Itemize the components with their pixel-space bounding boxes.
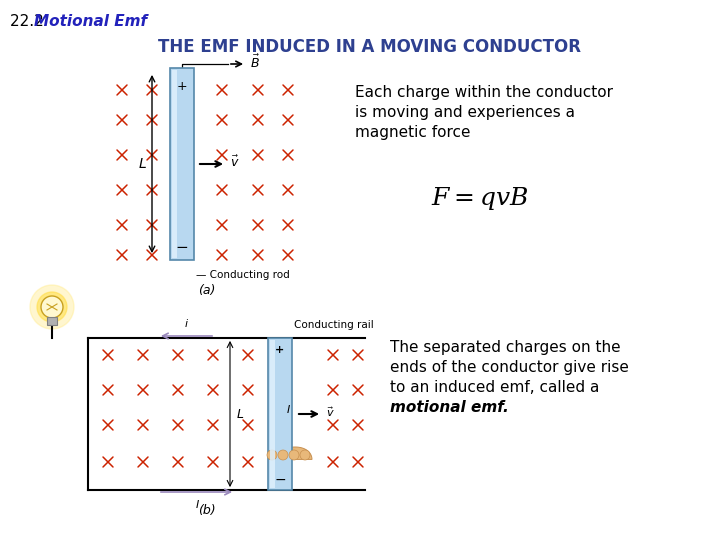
Circle shape — [30, 285, 74, 329]
Text: $i$: $i$ — [184, 317, 189, 329]
Circle shape — [41, 296, 63, 318]
Circle shape — [289, 450, 299, 460]
Text: $\vec{B}$: $\vec{B}$ — [250, 53, 260, 71]
Text: $-$: $-$ — [176, 239, 189, 253]
Text: Each charge within the conductor: Each charge within the conductor — [355, 85, 613, 100]
Circle shape — [37, 292, 67, 322]
Text: Conducting rail: Conducting rail — [294, 320, 374, 330]
Bar — [172, 70, 177, 258]
Text: $I$: $I$ — [286, 403, 291, 415]
Text: THE EMF INDUCED IN A MOVING CONDUCTOR: THE EMF INDUCED IN A MOVING CONDUCTOR — [158, 38, 582, 56]
Text: is moving and experiences a: is moving and experiences a — [355, 105, 575, 120]
Bar — [170, 68, 194, 260]
Bar — [47, 317, 57, 325]
Text: $F = qvB$: $F = qvB$ — [431, 185, 528, 212]
Text: ends of the conductor give rise: ends of the conductor give rise — [390, 360, 629, 375]
Text: (b): (b) — [198, 504, 215, 517]
Bar — [270, 340, 275, 488]
Text: — Conducting rod: — Conducting rod — [196, 270, 289, 280]
Circle shape — [267, 450, 277, 460]
Text: 22.2: 22.2 — [10, 14, 49, 29]
Text: The separated charges on the: The separated charges on the — [390, 340, 621, 355]
Text: $L$: $L$ — [236, 408, 244, 421]
Text: motional emf.: motional emf. — [390, 400, 509, 415]
Circle shape — [300, 450, 310, 460]
Text: $\vec{v}$: $\vec{v}$ — [326, 405, 335, 419]
Text: $L$: $L$ — [138, 157, 146, 171]
Bar — [268, 338, 292, 490]
Circle shape — [278, 450, 288, 460]
Text: (a): (a) — [198, 284, 215, 297]
Text: −: − — [274, 473, 286, 487]
Text: Motional Emf: Motional Emf — [34, 14, 147, 29]
Text: $I$: $I$ — [194, 498, 199, 510]
Text: to an induced emf, called a: to an induced emf, called a — [390, 380, 599, 395]
Text: magnetic force: magnetic force — [355, 125, 470, 140]
Polygon shape — [269, 447, 312, 460]
Text: +: + — [275, 345, 284, 355]
Text: $+$: $+$ — [176, 79, 188, 92]
Text: $\vec{v}$: $\vec{v}$ — [230, 154, 240, 170]
